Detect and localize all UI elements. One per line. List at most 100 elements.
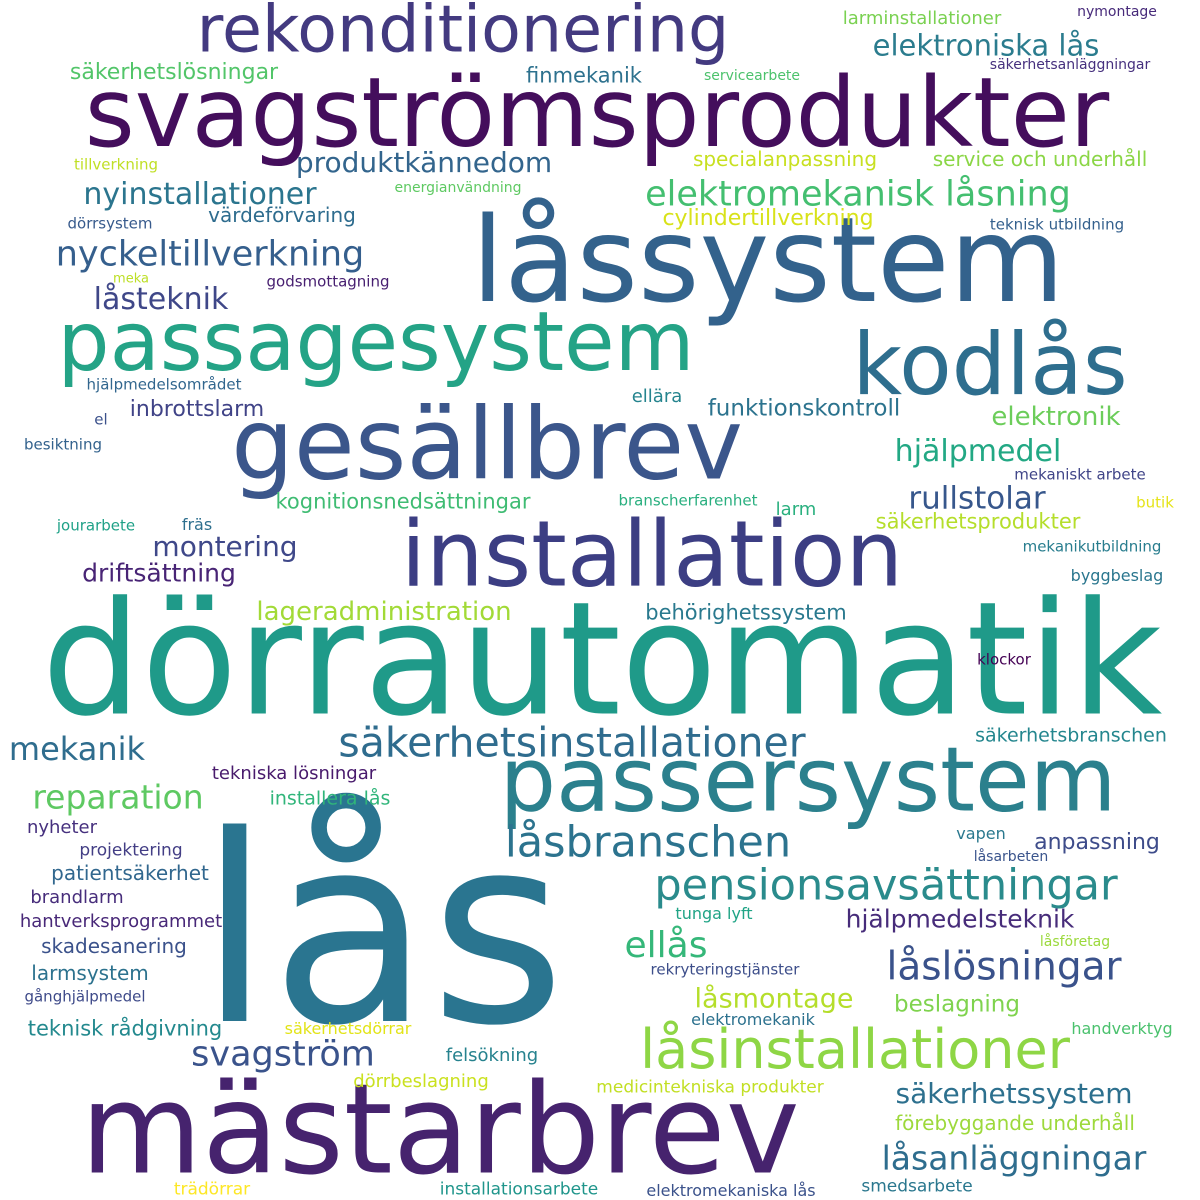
word: besiktning	[23, 435, 103, 454]
word: lageradministration	[256, 597, 512, 627]
word: gesällbrev	[231, 387, 743, 503]
word: låsarbeten	[973, 849, 1049, 865]
word: smedsarbete	[861, 1176, 973, 1197]
word: elektronik	[991, 402, 1121, 432]
word: klockor	[977, 650, 1031, 669]
word: låsteknik	[93, 282, 229, 317]
word: trädörrar	[173, 1179, 251, 1200]
word: svagström	[191, 1034, 375, 1075]
word: nyckeltillverkning	[55, 234, 365, 275]
word: säkerhetslösningar	[69, 60, 279, 85]
word: jourarbete	[56, 516, 136, 535]
word: mekanik	[8, 730, 146, 768]
word: passersystem	[499, 727, 1117, 832]
word: energianvändning	[394, 180, 522, 196]
word: rekryteringstjänster	[650, 960, 800, 979]
word: låsmontage	[694, 983, 854, 1015]
word: säkerhetsdörrar	[284, 1019, 412, 1038]
word: nymontage	[1077, 4, 1157, 20]
word: servicearbete	[703, 68, 801, 84]
word: säkerhetsinstallationer	[338, 718, 806, 767]
word: rullstolar	[908, 480, 1046, 517]
word: kodlås	[852, 315, 1128, 415]
word: specialanpassning	[692, 147, 878, 171]
word: reparation	[32, 777, 204, 817]
word: värdeförvaring	[208, 203, 356, 227]
word: godsmottagning	[266, 272, 390, 291]
word: teknisk utbildning	[989, 215, 1125, 234]
word: cylindertillverkning	[662, 206, 874, 231]
word: finmekanik	[526, 63, 642, 88]
word: funktionskontroll	[707, 395, 901, 422]
word: handverktyg	[1071, 1019, 1173, 1038]
word: montering	[152, 530, 298, 563]
word: installationsarbete	[439, 1179, 599, 1200]
word: säkerhetssystem	[895, 1077, 1133, 1110]
word: dörrsystem	[67, 214, 153, 233]
word: ellära	[631, 386, 683, 407]
word: tillverkning	[73, 155, 159, 174]
word: gånghjälpmedel	[24, 987, 146, 1006]
word: installation	[400, 502, 904, 608]
word: hjälpmedel	[894, 434, 1062, 469]
word: vapen	[956, 824, 1006, 843]
word: branscherfarenhet	[618, 491, 758, 510]
word: larminstallationer	[842, 8, 1002, 29]
word: låsföretag	[1039, 934, 1111, 950]
word: pensionsavsättningar	[654, 860, 1118, 911]
word: säkerhetsanläggningar	[989, 57, 1151, 73]
word: medicintekniska produkter	[596, 1077, 824, 1098]
word: dörrbeslagning	[353, 1071, 489, 1092]
word: tunga lyft	[675, 904, 753, 923]
word: teknisk rådgivning	[27, 1016, 223, 1041]
word: nyheter	[26, 817, 98, 838]
word: beslagning	[894, 991, 1020, 1018]
word: låsinstallationer	[640, 1018, 1070, 1081]
word: låsanläggningar	[881, 1138, 1147, 1178]
word: inbrottslarm	[129, 397, 265, 422]
word: butik	[1136, 493, 1174, 512]
word: byggbeslag	[1070, 566, 1164, 585]
word: produktkännedom	[295, 146, 553, 179]
word: behörighetssystem	[645, 600, 847, 625]
word: felsökning	[445, 1045, 539, 1066]
word: hantverksprogrammet	[19, 911, 223, 932]
word: låslösningar	[886, 944, 1122, 990]
word: låsbranschen	[504, 817, 792, 868]
word: brandlarm	[30, 887, 124, 908]
word: nyinstallationer	[83, 177, 317, 212]
word: projektering	[79, 840, 183, 861]
word: larm	[775, 499, 817, 520]
word: meka	[113, 271, 149, 287]
word: mekaniskt arbete	[1014, 465, 1146, 484]
word: kognitionsnedsättningar	[275, 489, 531, 514]
word: passagesystem	[57, 295, 695, 390]
word: larmsystem	[31, 961, 149, 985]
word: tekniska lösningar	[211, 763, 377, 784]
word: ellås	[624, 925, 708, 966]
word: el	[94, 410, 108, 429]
word: skadesanering	[41, 934, 187, 958]
word: lås	[198, 781, 566, 1083]
word: förebyggande underhåll	[895, 1111, 1135, 1135]
word: mekanikutbildning	[1022, 537, 1162, 556]
word: driftsättning	[82, 558, 236, 588]
word: anpassning	[1034, 830, 1160, 855]
word: säkerhetsbranschen	[975, 724, 1167, 747]
word: svagströmsprodukter	[84, 57, 1110, 169]
word: elektromekanik	[691, 1010, 815, 1029]
word: service och underhåll	[932, 147, 1148, 171]
word: elektroniska lås	[872, 28, 1100, 63]
word: patientsäkerhet	[51, 861, 209, 885]
word: mästarbrev	[80, 1057, 800, 1200]
word: säkerhetsprodukter	[875, 509, 1081, 534]
word: rekonditionering	[196, 0, 730, 68]
word: installera lås	[269, 787, 391, 810]
word: dörrautomatik	[41, 568, 1163, 752]
word: elektromekaniska lås	[646, 1181, 816, 1200]
word: elektromekanisk låsning	[645, 174, 1071, 215]
word: fräs	[181, 515, 213, 534]
word: låssystem	[471, 191, 1065, 329]
word: hjälpmedelsteknik	[845, 904, 1075, 934]
